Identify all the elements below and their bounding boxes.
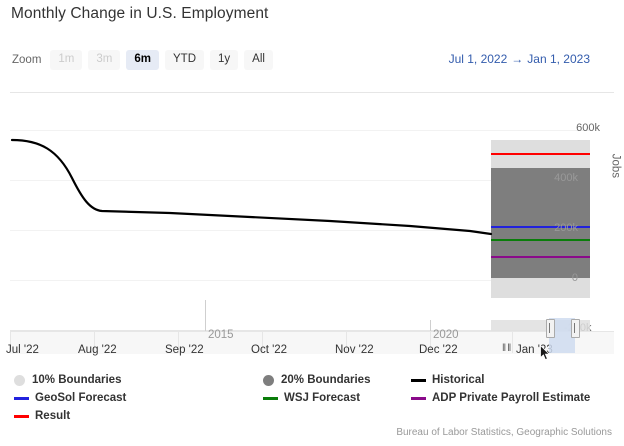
page-title: Monthly Change in U.S. Employment xyxy=(11,5,269,22)
x-axis-strip xyxy=(10,331,614,354)
x-tick-1 xyxy=(94,331,95,353)
navigator-separator-2020 xyxy=(430,320,431,331)
legend-label: 10% Boundaries xyxy=(32,374,122,386)
x-tick-0 xyxy=(10,331,11,353)
x-tick-label-sep-22: Sep '22 xyxy=(165,344,204,356)
legend-marker-circle-icon xyxy=(14,374,25,386)
chart-credit: Bureau of Labor Statistics, Geographic S… xyxy=(396,427,612,438)
navigator-year-label-2015: 2015 xyxy=(208,329,234,341)
legend-row-2: GeoSol Forecast WSJ Forecast ADP Private… xyxy=(14,392,610,410)
legend-label: GeoSol Forecast xyxy=(35,392,127,404)
plot-area: 600k 400k 200k 0 xyxy=(10,116,600,331)
legend-marker-line-icon xyxy=(411,378,426,382)
range-button-all[interactable]: All xyxy=(244,50,273,70)
legend-item-adp-private-payroll-estimate[interactable]: ADP Private Payroll Estimate xyxy=(411,392,590,404)
navigator-handle-left[interactable] xyxy=(546,319,555,338)
navigator-separator-2015 xyxy=(205,300,206,331)
range-button-ytd[interactable]: YTD xyxy=(165,50,204,70)
historical-line-series xyxy=(10,138,493,236)
legend-item-historical[interactable]: Historical xyxy=(411,374,484,386)
range-button-1y[interactable]: 1y xyxy=(210,50,239,70)
legend-label: ADP Private Payroll Estimate xyxy=(432,392,591,404)
legend-row-3: Result xyxy=(14,410,610,428)
legend-item-geosol-forecast[interactable]: GeoSol Forecast xyxy=(14,392,126,404)
legend-row-1: 10% Boundaries 20% Boundaries Historical xyxy=(14,374,610,392)
legend-marker-circle-icon xyxy=(263,374,274,386)
x-tick-4 xyxy=(346,331,347,353)
range-button-3m[interactable]: 3m xyxy=(88,50,121,70)
x-tick-label-dec-22: Dec '22 xyxy=(419,344,458,356)
gridline-600k xyxy=(10,130,590,131)
legend-item-10-percent-boundaries[interactable]: 10% Boundaries xyxy=(14,374,121,386)
y-tick-label-200k: 200k xyxy=(554,222,578,234)
legend-label: 20% Boundaries xyxy=(281,374,371,386)
wsj-forecast-line xyxy=(491,239,590,241)
x-tick-label-aug-22: Aug '22 xyxy=(78,344,117,356)
result-line xyxy=(491,153,590,155)
range-button-6m[interactable]: 6m xyxy=(126,50,159,70)
x-tick-label-oct-22: Oct '22 xyxy=(251,344,288,356)
legend-label: Historical xyxy=(432,374,485,386)
chart-legend: 10% Boundaries 20% Boundaries Historical… xyxy=(14,374,610,428)
y-tick-label-0: 0 xyxy=(571,272,578,284)
legend-marker-line-icon xyxy=(14,414,29,418)
mouse-cursor-icon xyxy=(540,345,551,361)
navigator-year-label-2020: 2020 xyxy=(433,329,459,341)
adp-estimate-line xyxy=(491,256,590,258)
range-selector: Zoom 1m 3m 6m YTD 1y All xyxy=(12,50,273,70)
gridline-minus-200k xyxy=(10,330,590,331)
y-tick-label-400k: 400k xyxy=(554,172,578,184)
legend-marker-line-icon xyxy=(411,396,426,400)
date-range-from[interactable]: Jul 1, 2022 xyxy=(448,52,508,66)
legend-marker-line-icon xyxy=(14,396,29,400)
x-tick-3 xyxy=(262,331,263,353)
header-divider xyxy=(10,92,614,93)
legend-label: Result xyxy=(35,410,71,422)
x-tick-5 xyxy=(430,331,431,353)
gridline-200k xyxy=(10,230,590,231)
range-selector-label: Zoom xyxy=(12,53,42,66)
date-range-arrow-icon: → xyxy=(511,52,524,66)
legend-item-result[interactable]: Result xyxy=(14,410,70,422)
gridline-400k xyxy=(10,180,590,181)
navigator-grip-icon[interactable]: ‖‖ xyxy=(502,343,513,354)
date-range-to[interactable]: Jan 1, 2023 xyxy=(527,52,590,66)
boundaries-20-percent-band xyxy=(491,168,590,278)
x-tick-label-nov-22: Nov '22 xyxy=(335,344,374,356)
navigator-handle-right[interactable] xyxy=(571,319,580,338)
x-tick-6 xyxy=(512,331,513,353)
geosol-forecast-line xyxy=(491,226,590,228)
x-tick-2 xyxy=(178,331,179,353)
legend-item-20-percent-boundaries[interactable]: 20% Boundaries xyxy=(263,374,370,386)
legend-item-wsj-forecast[interactable]: WSJ Forecast xyxy=(263,392,360,404)
x-tick-label-jul-22: Jul '22 xyxy=(6,344,39,356)
date-range-display: Jul 1, 2022 → Jan 1, 2023 xyxy=(449,52,590,66)
y-axis-title: Jobs xyxy=(609,153,621,178)
range-button-1m[interactable]: 1m xyxy=(50,50,83,70)
legend-marker-line-icon xyxy=(263,396,278,400)
legend-label: WSJ Forecast xyxy=(284,392,361,404)
y-tick-label-600k: 600k xyxy=(576,122,600,134)
gridline-0 xyxy=(10,280,590,281)
